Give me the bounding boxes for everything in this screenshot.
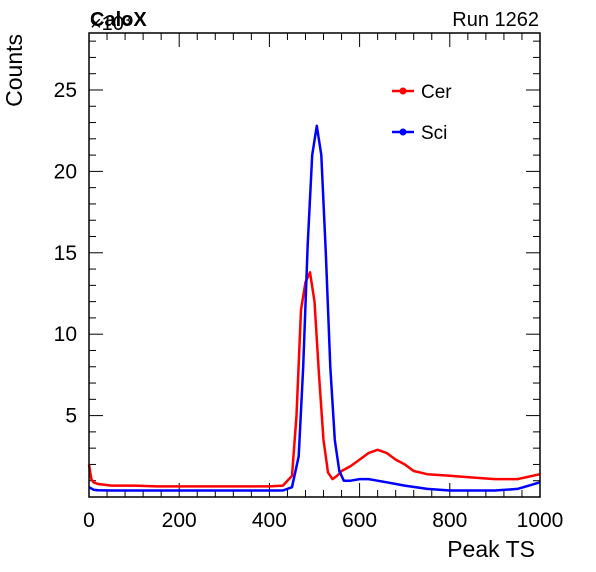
axis-ticks: 0 200 400 600 800 1000 5 10 15 20 25 [54,33,564,532]
legend-marker-sci [399,128,407,136]
y-tick-label: 5 [65,405,77,428]
y-tick-label: 25 [54,79,77,102]
x-tick-label: 0 [83,509,95,532]
x-tick-label: 1000 [517,509,564,532]
y-tick-label: 20 [54,160,77,183]
x-axis-title: Peak TS [447,536,535,562]
legend-label-cer: Cer [421,82,452,103]
plot-frame [88,32,541,498]
legend-marker-cer [399,87,407,95]
legend-label-sci: Sci [421,123,447,144]
legend: Cer Sci [392,82,452,144]
y-tick-label: 15 [54,242,77,265]
x-tick-label: 600 [342,509,377,532]
y-axis-title: Counts [1,34,27,107]
x-tick-label: 400 [252,509,287,532]
series-line-sci [88,124,541,492]
y-tick-label: 10 [54,323,77,346]
run-label: Run 1262 [452,9,539,31]
data-series [87,124,541,492]
x-tick-label: 800 [432,509,467,532]
brand-label: CaloX [90,9,147,31]
y-exponent-label: ×10³ [90,13,131,35]
series-line-cer [87,271,541,488]
x-tick-label: 200 [162,509,197,532]
